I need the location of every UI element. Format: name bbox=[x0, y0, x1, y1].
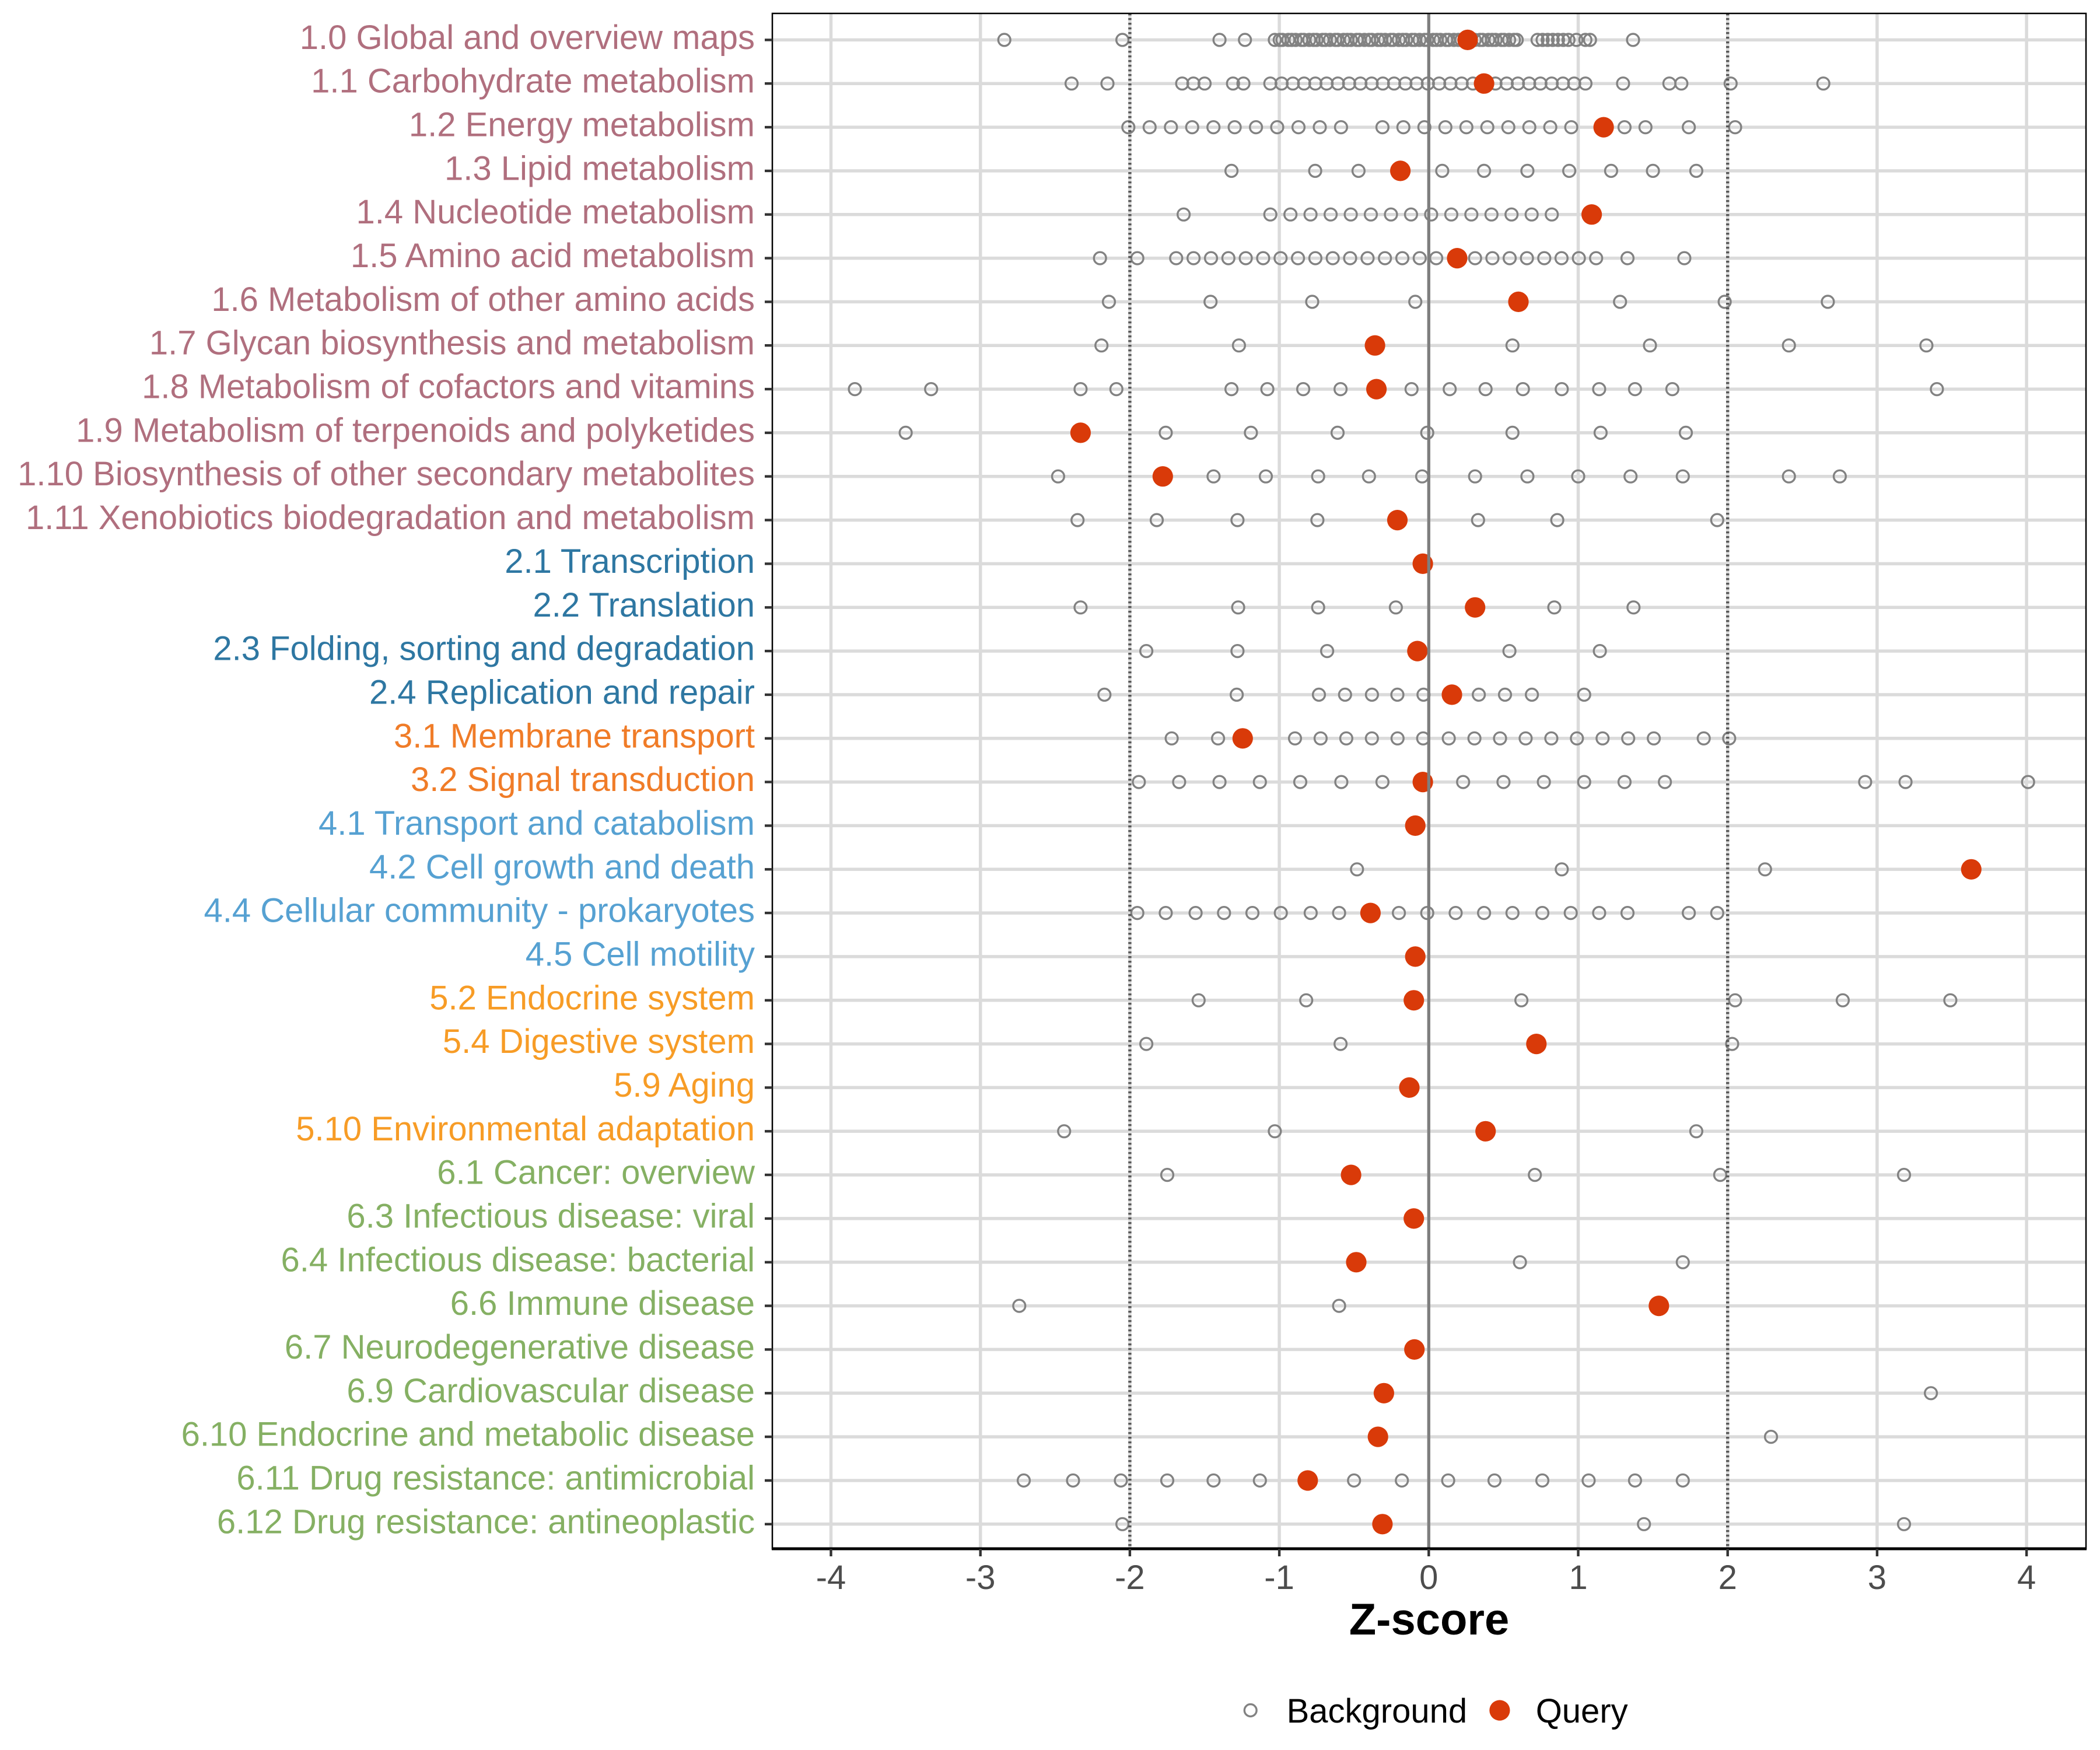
svg-text:2.2 Translation: 2.2 Translation bbox=[533, 586, 755, 624]
svg-text:-2: -2 bbox=[1115, 1559, 1145, 1597]
svg-text:4: 4 bbox=[2017, 1559, 2036, 1597]
svg-text:1.7 Glycan biosynthesis and me: 1.7 Glycan biosynthesis and metabolism bbox=[149, 324, 755, 362]
svg-text:2.1 Transcription: 2.1 Transcription bbox=[505, 542, 755, 580]
svg-text:1.8 Metabolism of cofactors an: 1.8 Metabolism of cofactors and vitamins bbox=[142, 368, 755, 406]
svg-text:1.11 Xenobiotics biodegradatio: 1.11 Xenobiotics biodegradation and meta… bbox=[26, 499, 755, 537]
svg-text:4.2 Cell growth and death: 4.2 Cell growth and death bbox=[369, 848, 755, 886]
svg-text:6.4 Infectious disease: bacter: 6.4 Infectious disease: bacterial bbox=[281, 1241, 755, 1279]
svg-text:-1: -1 bbox=[1264, 1559, 1294, 1597]
svg-text:6.3 Infectious disease: viral: 6.3 Infectious disease: viral bbox=[346, 1197, 755, 1235]
svg-text:3: 3 bbox=[1868, 1559, 1887, 1597]
svg-text:1.10 Biosynthesis of other sec: 1.10 Biosynthesis of other secondary met… bbox=[18, 455, 755, 493]
svg-text:1.4 Nucleotide metabolism: 1.4 Nucleotide metabolism bbox=[356, 193, 755, 231]
svg-text:2.3 Folding, sorting and degra: 2.3 Folding, sorting and degradation bbox=[213, 630, 755, 668]
svg-text:Z-score: Z-score bbox=[1349, 1595, 1510, 1644]
svg-text:3.2 Signal transduction: 3.2 Signal transduction bbox=[411, 761, 755, 799]
svg-text:0: 0 bbox=[1419, 1559, 1438, 1597]
svg-text:4.5 Cell motility: 4.5 Cell motility bbox=[526, 935, 755, 973]
svg-text:5.4 Digestive system: 5.4 Digestive system bbox=[443, 1023, 755, 1060]
svg-text:5.10 Environmental adaptation: 5.10 Environmental adaptation bbox=[296, 1110, 755, 1148]
svg-text:6.9 Cardiovascular disease: 6.9 Cardiovascular disease bbox=[346, 1372, 755, 1410]
svg-text:4.4 Cellular community - proka: 4.4 Cellular community - prokaryotes bbox=[204, 892, 755, 930]
svg-text:1.9 Metabolism of terpenoids a: 1.9 Metabolism of terpenoids and polyket… bbox=[76, 411, 755, 449]
svg-text:Query: Query bbox=[1536, 1692, 1628, 1730]
svg-text:2.4 Replication and repair: 2.4 Replication and repair bbox=[369, 673, 755, 711]
svg-text:1.6 Metabolism of other amino: 1.6 Metabolism of other amino acids bbox=[211, 281, 755, 318]
svg-text:1.5 Amino acid metabolism: 1.5 Amino acid metabolism bbox=[351, 237, 755, 275]
svg-text:Background: Background bbox=[1287, 1692, 1468, 1730]
svg-text:1: 1 bbox=[1569, 1559, 1587, 1597]
svg-text:6.11 Drug resistance: antimicr: 6.11 Drug resistance: antimicrobial bbox=[236, 1460, 755, 1497]
svg-text:6.1 Cancer: overview: 6.1 Cancer: overview bbox=[437, 1154, 755, 1192]
svg-text:-4: -4 bbox=[816, 1559, 846, 1597]
svg-text:6.7 Neurodegenerative disease: 6.7 Neurodegenerative disease bbox=[285, 1328, 755, 1366]
svg-text:-3: -3 bbox=[965, 1559, 996, 1597]
svg-text:5.2 Endocrine system: 5.2 Endocrine system bbox=[429, 979, 755, 1017]
svg-text:1.2 Energy metabolism: 1.2 Energy metabolism bbox=[409, 106, 755, 144]
svg-text:5.9 Aging: 5.9 Aging bbox=[614, 1066, 755, 1104]
svg-text:1.1 Carbohydrate metabolism: 1.1 Carbohydrate metabolism bbox=[311, 62, 755, 100]
svg-text:1.0 Global and overview maps: 1.0 Global and overview maps bbox=[300, 19, 755, 57]
svg-text:1.3 Lipid metabolism: 1.3 Lipid metabolism bbox=[444, 149, 755, 187]
svg-text:6.10 Endocrine and metabolic d: 6.10 Endocrine and metabolic disease bbox=[181, 1416, 755, 1454]
svg-text:6.6 Immune disease: 6.6 Immune disease bbox=[450, 1284, 755, 1322]
svg-text:3.1 Membrane transport: 3.1 Membrane transport bbox=[394, 717, 755, 755]
svg-text:6.12 Drug resistance: antineop: 6.12 Drug resistance: antineoplastic bbox=[217, 1503, 755, 1541]
svg-text:4.1 Transport and catabolism: 4.1 Transport and catabolism bbox=[318, 804, 755, 842]
svg-text:2: 2 bbox=[1718, 1559, 1737, 1597]
